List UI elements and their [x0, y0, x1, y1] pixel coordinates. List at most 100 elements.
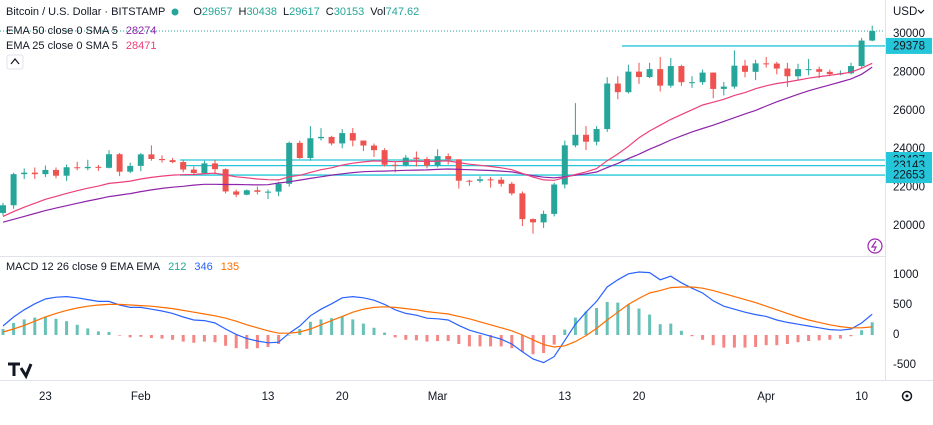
histogram-bar [616, 302, 620, 335]
candle-body [540, 213, 547, 223]
candle-body [720, 86, 727, 89]
alert-icon[interactable] [867, 238, 883, 254]
histogram-bar [552, 334, 556, 345]
price-pane [0, 25, 885, 234]
candle-body [381, 150, 388, 165]
candle-body [667, 66, 674, 86]
candle-body [625, 71, 632, 93]
collapse-icon [10, 58, 20, 65]
histogram-bar [372, 327, 376, 335]
candle-body [21, 172, 28, 175]
candle-body [212, 163, 218, 170]
ohlc-value: 747.62 [386, 6, 420, 18]
histogram-bar [192, 334, 196, 343]
histogram-bar [743, 334, 747, 348]
candle-body [763, 63, 770, 65]
histogram-bar [224, 334, 228, 346]
candle-body [498, 179, 505, 184]
histogram-bar [266, 334, 270, 347]
candle-body [0, 205, 6, 213]
histogram-bar [510, 334, 514, 349]
histogram-bar [383, 332, 387, 335]
histogram-bar [404, 334, 408, 340]
histogram-bar [764, 334, 768, 346]
legend-entry: EMA 50 close 0 SMA 5 28274 [6, 25, 156, 37]
alert-bolt [870, 240, 877, 252]
legend-entry: EMA 25 close 0 SMA 5 28471 [6, 40, 156, 52]
histogram-bar [870, 322, 874, 335]
settings-icon[interactable] [901, 390, 913, 402]
histogram-bar [287, 334, 291, 336]
market-status [171, 8, 179, 16]
ohlc-value: 29617 [289, 6, 320, 18]
histogram-bar [584, 311, 588, 335]
x-tick-label: 13 [262, 391, 275, 403]
candle-body [190, 169, 197, 174]
histogram-bar [414, 334, 418, 341]
histogram-bar [75, 324, 79, 335]
histogram-bar [785, 334, 789, 344]
candle-body [858, 40, 865, 67]
ohlc-value: 30153 [334, 6, 365, 18]
legend-value: 212 [168, 261, 186, 273]
candle-body [254, 190, 261, 192]
histogram-bar [722, 334, 726, 348]
histogram-bar [457, 334, 461, 344]
histogram-bar [849, 334, 853, 337]
candle-body [275, 183, 282, 192]
candle-body [487, 179, 494, 181]
header: Bitcoin / U.S. Dollar · BITSTAMP O29657 H3… [6, 6, 419, 18]
y-tick-label: 1000 [893, 269, 919, 281]
ohlc-value: 30438 [246, 6, 277, 18]
candle-body [127, 165, 134, 172]
histogram-bar [22, 319, 26, 335]
histogram-bar [754, 334, 758, 347]
histogram-bar [128, 334, 132, 338]
ohlc-label: C [326, 6, 334, 18]
candle-body [10, 174, 17, 206]
histogram-bar [658, 324, 662, 335]
candle-body [413, 157, 420, 159]
histogram-bar [520, 334, 524, 352]
histogram-bar [595, 307, 599, 335]
x-tick-label: Apr [757, 391, 775, 403]
candle-body [646, 69, 653, 77]
histogram-bar [181, 334, 185, 342]
legend-name: MACD 12 26 close 9 EMA EMA [6, 261, 161, 273]
candle-body [307, 138, 314, 159]
histogram-bar [499, 334, 503, 347]
candle-body [360, 140, 367, 146]
candle-body [477, 179, 483, 181]
logo [8, 362, 33, 380]
candle-body [339, 133, 346, 144]
histogram-bar [807, 334, 811, 341]
chart-title: Bitcoin / U.S. Dollar · BITSTAMP [6, 6, 165, 18]
histogram-bar [817, 334, 821, 341]
y-tick-label: 22000 [893, 182, 925, 194]
histogram-bar [860, 330, 864, 335]
histogram-bar [245, 334, 249, 349]
histogram-bar [838, 334, 842, 339]
histogram-bar [573, 317, 577, 335]
candle-body [137, 154, 144, 166]
legend-value: 28274 [126, 25, 157, 37]
y-tick-label: 28000 [893, 66, 925, 78]
y-tick-label: 500 [893, 299, 912, 311]
candle-body [95, 166, 102, 168]
histogram-bar [107, 331, 111, 335]
settings-dot [905, 394, 909, 398]
candle-body [106, 154, 112, 168]
histogram-bar [732, 334, 736, 348]
histogram-bar [467, 334, 471, 347]
candle-body [561, 145, 568, 185]
y-tick-label: 20000 [893, 220, 925, 232]
candle-body [392, 164, 399, 166]
collapse-button[interactable] [6, 54, 24, 70]
level-tag [886, 37, 932, 54]
legend-name: EMA 50 close 0 SMA 5 [6, 25, 118, 37]
candle-body [222, 169, 229, 192]
candle-body [752, 63, 759, 72]
candle-body [53, 169, 59, 176]
line-series [2, 271, 873, 364]
